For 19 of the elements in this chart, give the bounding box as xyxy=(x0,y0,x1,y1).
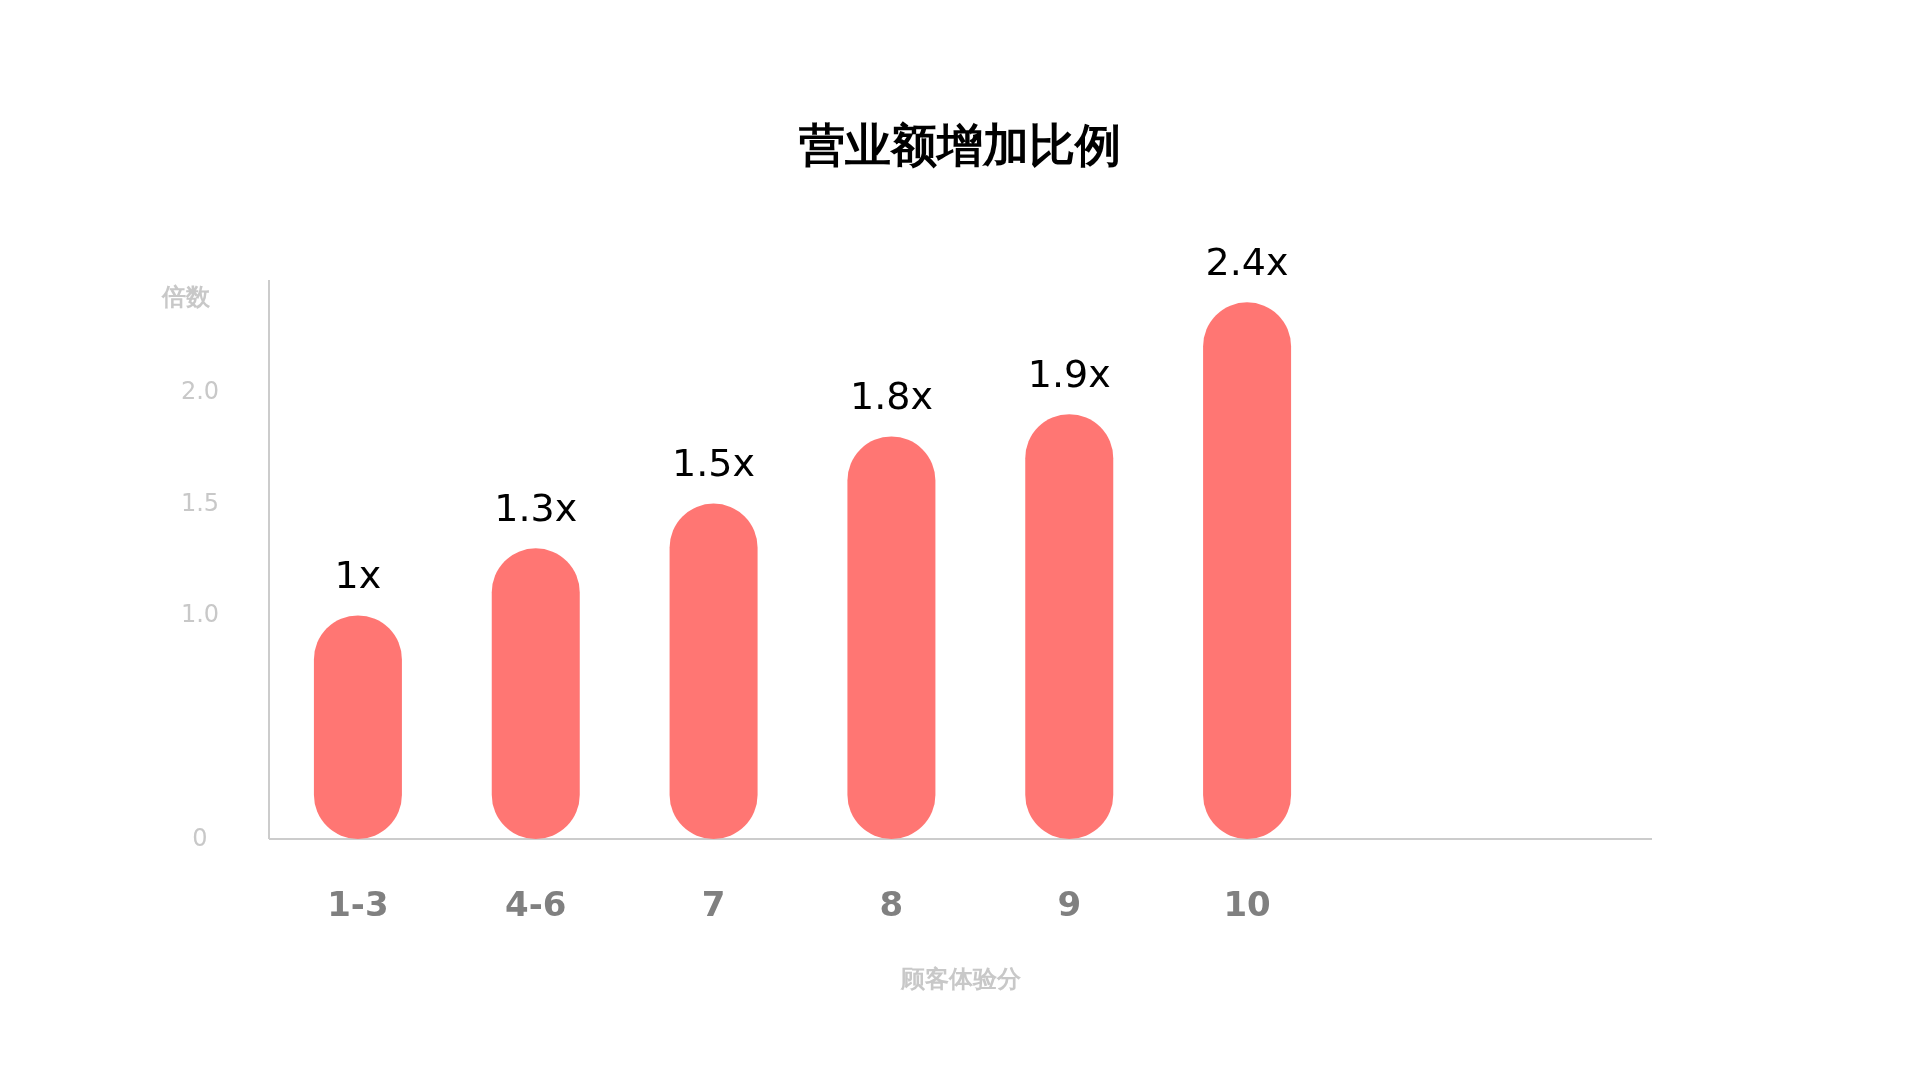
bar xyxy=(1203,302,1292,839)
bar xyxy=(669,503,758,839)
x-tick-label: 4-6 xyxy=(505,883,567,924)
data-label: 1.9x xyxy=(1027,351,1111,396)
data-label: 1x xyxy=(334,552,382,597)
x-tick-label: 8 xyxy=(879,883,904,924)
data-label: 1.8x xyxy=(849,374,933,419)
x-tick-label: 7 xyxy=(701,883,726,924)
bar xyxy=(313,615,402,839)
bar xyxy=(491,548,580,839)
x-tick-label: 1-3 xyxy=(327,883,389,924)
data-label: 1.5x xyxy=(672,441,756,486)
data-label: 2.4x xyxy=(1205,239,1289,284)
x-tick-label: 10 xyxy=(1223,883,1271,924)
x-tick-label: 9 xyxy=(1057,883,1082,924)
data-label: 1.3x xyxy=(494,485,578,530)
bar xyxy=(847,436,936,839)
bar xyxy=(1025,414,1114,839)
chart-title: 营业额增加比例 xyxy=(799,117,1121,172)
